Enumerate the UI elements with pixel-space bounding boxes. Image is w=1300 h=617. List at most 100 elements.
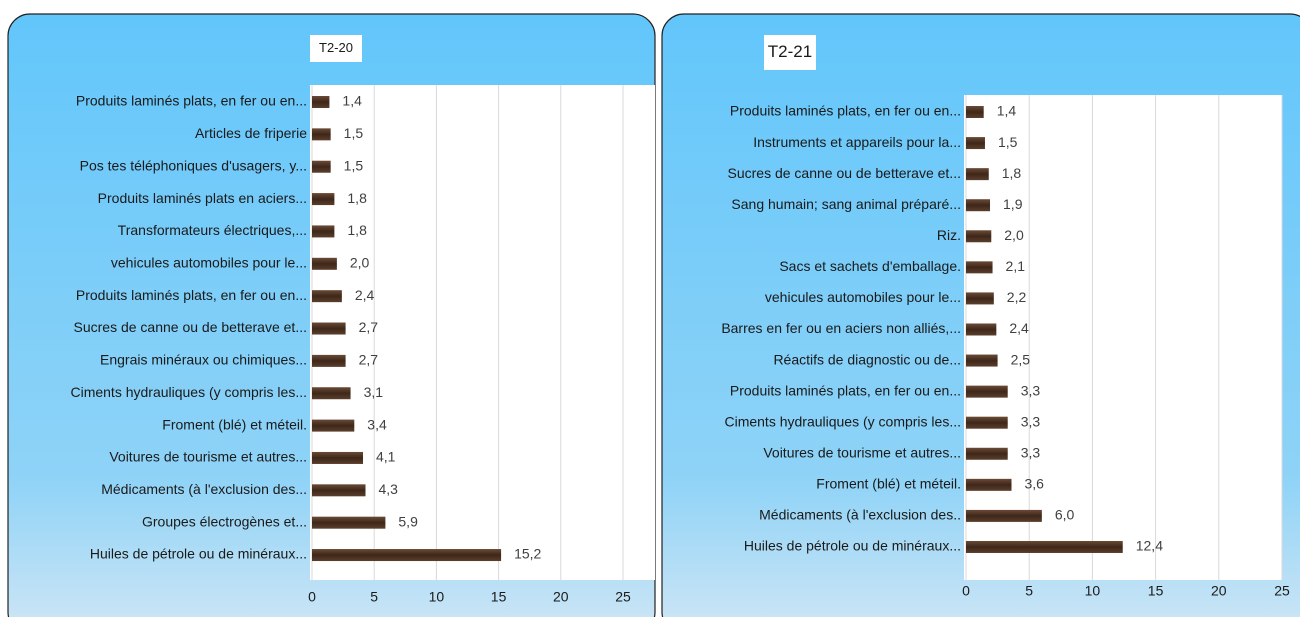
data-label: 1,8 bbox=[1002, 165, 1022, 181]
y-tick-label: Ciments hydrauliques (y compris les... bbox=[724, 413, 961, 429]
bar bbox=[312, 225, 335, 238]
x-tick-label: 10 bbox=[429, 589, 445, 605]
x-tick-label: 25 bbox=[1274, 583, 1290, 599]
bar bbox=[966, 447, 1008, 460]
y-tick-label: Médicaments (à l'exclusion des... bbox=[101, 481, 307, 497]
y-tick-label: vehicules automobiles pour le... bbox=[111, 255, 307, 271]
bar bbox=[966, 106, 984, 118]
bar bbox=[966, 478, 1012, 491]
data-label: 2,4 bbox=[355, 287, 375, 303]
bar bbox=[966, 137, 985, 150]
bar bbox=[312, 290, 342, 303]
bar bbox=[312, 193, 335, 206]
bar bbox=[966, 261, 993, 274]
bar bbox=[312, 257, 337, 270]
plot-area bbox=[964, 95, 1282, 580]
data-label: 1,8 bbox=[347, 190, 367, 206]
title-box bbox=[310, 35, 362, 62]
data-label: 2,7 bbox=[359, 352, 379, 368]
bar bbox=[312, 128, 331, 141]
y-tick-label: Engrais minéraux ou chimiques... bbox=[100, 352, 307, 368]
x-tick-label: 10 bbox=[1085, 583, 1101, 599]
y-tick-label: Articles de friperie bbox=[195, 125, 307, 141]
x-tick-label: 15 bbox=[491, 589, 507, 605]
y-tick-label: Médicaments (à l'exclusion des.. bbox=[759, 507, 961, 523]
data-label: 5,9 bbox=[398, 513, 418, 529]
bar bbox=[312, 96, 330, 108]
data-label: 3,3 bbox=[1021, 413, 1041, 429]
x-tick-label: 20 bbox=[1211, 583, 1227, 599]
data-label: 4,3 bbox=[378, 481, 398, 497]
data-label: 12,4 bbox=[1136, 538, 1163, 554]
y-tick-label: Pos tes téléphoniques d'usagers, y... bbox=[80, 157, 307, 173]
y-tick-label: Voitures de tourisme et autres... bbox=[763, 444, 961, 460]
plot-area bbox=[310, 85, 655, 580]
y-tick-label: Ciments hydrauliques (y compris les... bbox=[70, 384, 307, 400]
chart-title: T2-21 bbox=[768, 42, 812, 61]
bar bbox=[312, 160, 331, 173]
data-label: 3,4 bbox=[367, 416, 387, 432]
x-tick-label: 25 bbox=[615, 589, 631, 605]
bar bbox=[312, 516, 386, 529]
y-tick-label: Sacs et sachets d'emballage. bbox=[779, 258, 961, 274]
x-tick-label: 0 bbox=[308, 589, 316, 605]
bar bbox=[312, 354, 346, 367]
chart-title: T2-20 bbox=[319, 40, 353, 55]
y-tick-label: Produits laminés plats, en fer ou en... bbox=[730, 382, 961, 398]
y-tick-label: Riz. bbox=[937, 227, 961, 243]
y-tick-label: Sucres de canne ou de betterave et... bbox=[74, 319, 308, 335]
y-tick-label: Froment (blé) et méteil. bbox=[162, 416, 307, 432]
bar bbox=[312, 484, 366, 497]
bar bbox=[312, 451, 364, 464]
data-label: 2,1 bbox=[1006, 258, 1026, 274]
data-label: 1,9 bbox=[1003, 196, 1023, 212]
data-label: 3,6 bbox=[1025, 476, 1045, 492]
x-tick-label: 20 bbox=[553, 589, 569, 605]
data-label: 1,4 bbox=[342, 93, 362, 109]
data-label: 15,2 bbox=[514, 546, 541, 562]
bar bbox=[966, 416, 1008, 429]
bar bbox=[966, 230, 992, 243]
y-tick-label: Produits laminés plats, en fer ou en... bbox=[730, 103, 961, 119]
y-tick-label: Réactifs de diagnostic ou de... bbox=[773, 351, 961, 367]
y-tick-label: Sang humain; sang animal préparé... bbox=[731, 196, 961, 212]
bar bbox=[312, 419, 355, 432]
y-tick-label: Voitures de tourisme et autres... bbox=[109, 449, 307, 465]
bar bbox=[966, 199, 991, 212]
bar bbox=[966, 168, 989, 181]
bar bbox=[966, 354, 998, 367]
data-label: 3,3 bbox=[1021, 382, 1041, 398]
y-tick-label: Sucres de canne ou de betterave et... bbox=[728, 165, 962, 181]
y-tick-label: Produits laminés plats, en fer ou en... bbox=[76, 287, 307, 303]
x-tick-label: 15 bbox=[1148, 583, 1164, 599]
data-label: 2,7 bbox=[359, 319, 379, 335]
data-label: 1,4 bbox=[997, 103, 1017, 119]
bar bbox=[966, 540, 1123, 553]
bar bbox=[966, 292, 994, 305]
bar bbox=[312, 549, 502, 562]
data-label: 2,5 bbox=[1011, 351, 1031, 367]
y-tick-label: Huiles de pétrole ou de minéraux... bbox=[90, 546, 307, 562]
y-tick-label: Produits laminés plats, en fer ou en... bbox=[76, 93, 307, 109]
bar bbox=[312, 387, 351, 400]
data-label: 2,0 bbox=[350, 255, 370, 271]
data-label: 2,4 bbox=[1009, 320, 1029, 336]
data-label: 1,5 bbox=[344, 157, 364, 173]
data-label: 2,2 bbox=[1007, 289, 1027, 305]
y-tick-label: Huiles de pétrole ou de minéraux... bbox=[744, 538, 961, 554]
y-tick-label: Froment (blé) et méteil. bbox=[816, 476, 961, 492]
y-tick-label: Groupes électrogènes et... bbox=[142, 513, 307, 529]
data-label: 6,0 bbox=[1055, 507, 1075, 523]
y-tick-label: vehicules automobiles pour le... bbox=[765, 289, 961, 305]
bar bbox=[966, 385, 1008, 398]
y-tick-label: Produits laminés plats en aciers... bbox=[98, 190, 307, 206]
x-tick-label: 5 bbox=[370, 589, 378, 605]
data-label: 1,5 bbox=[998, 134, 1018, 150]
bar bbox=[312, 322, 346, 335]
x-tick-label: 0 bbox=[962, 583, 970, 599]
y-tick-label: Barres en fer ou en aciers non alliés,..… bbox=[721, 320, 961, 336]
data-label: 2,0 bbox=[1004, 227, 1024, 243]
data-label: 4,1 bbox=[376, 449, 396, 465]
bar bbox=[966, 323, 997, 336]
